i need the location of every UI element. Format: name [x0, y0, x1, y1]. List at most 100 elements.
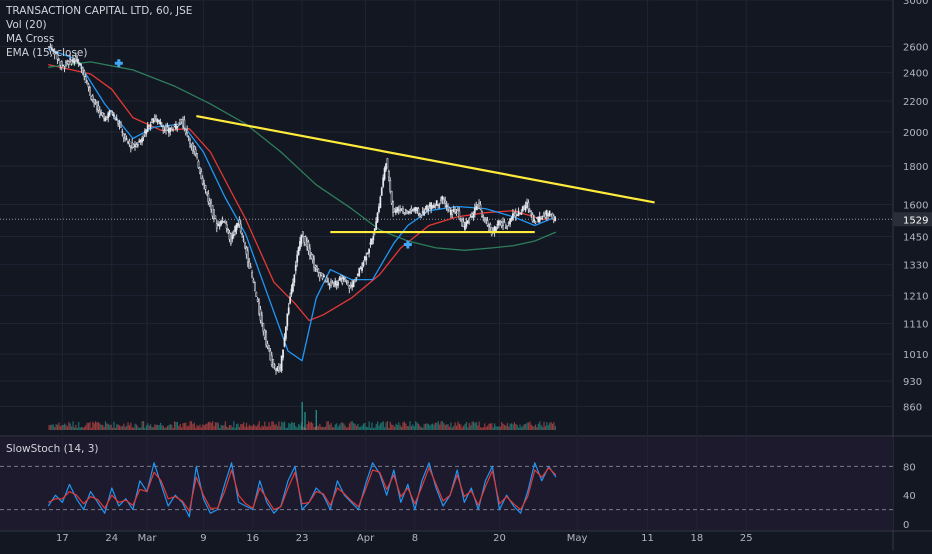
volume-bar — [433, 424, 435, 430]
candle-body — [403, 212, 406, 214]
candle-body — [183, 119, 186, 129]
volume-bar — [458, 423, 461, 430]
candle-body — [93, 98, 96, 104]
candle-body — [411, 209, 414, 211]
candle-body — [345, 279, 348, 282]
candle-body — [442, 198, 445, 204]
candle-body — [356, 273, 359, 276]
volume-bar — [124, 427, 126, 430]
volume-bar — [243, 422, 245, 430]
volume-bar — [138, 427, 140, 430]
volume-bar — [66, 426, 69, 430]
volume-bar — [434, 422, 437, 430]
volume-bar — [329, 424, 331, 430]
volume-bar — [176, 421, 179, 430]
candle-body — [224, 220, 227, 224]
volume-bar — [430, 424, 432, 430]
volume-bar — [461, 427, 463, 430]
candle-body — [334, 280, 337, 286]
candle-body — [52, 49, 55, 52]
stoch-title[interactable]: SlowStoch (14, 3) — [6, 443, 99, 455]
candle-body — [222, 221, 225, 223]
volume-bar — [202, 424, 204, 430]
candle-body — [318, 272, 321, 278]
candle-body — [466, 220, 469, 224]
legend: TRANSACTION CAPITAL LTD, 60, JSE Vol (20… — [6, 4, 192, 60]
candle-body — [475, 206, 478, 210]
candle-body — [531, 214, 534, 222]
volume-bar — [102, 424, 104, 430]
volume-bar — [131, 427, 133, 430]
candle-body — [523, 207, 526, 209]
indicator-ma-cross[interactable]: MA Cross — [6, 33, 55, 45]
candle-body — [290, 288, 293, 295]
candle-body — [485, 219, 488, 221]
candle-body — [503, 221, 506, 224]
volume-bar — [214, 422, 217, 430]
volume-bar — [274, 424, 276, 430]
candle-body — [497, 220, 500, 226]
volume-bar — [110, 424, 112, 430]
volume-bar — [175, 422, 177, 430]
volume-bar — [360, 426, 362, 430]
volume-bar — [384, 427, 386, 430]
volume-bar — [340, 422, 342, 430]
candle-body — [488, 226, 490, 231]
candle-body — [320, 272, 323, 276]
candle-body — [228, 232, 231, 240]
volume-bar — [220, 424, 222, 430]
trendlines[interactable] — [196, 114, 655, 234]
candle-body — [313, 258, 315, 269]
candle-body — [197, 160, 200, 169]
candle-body — [180, 119, 183, 122]
volume-bar — [527, 422, 530, 430]
candle-body — [217, 223, 220, 226]
candle-body — [118, 123, 121, 126]
volume-bar — [346, 427, 348, 430]
candle-body — [392, 201, 394, 213]
indicator-ema[interactable]: EMA (15, close) — [6, 47, 88, 59]
candle-body — [327, 280, 330, 283]
candle-body — [517, 210, 520, 216]
candle-body — [248, 261, 251, 269]
candle-body — [397, 209, 400, 211]
candle-body — [184, 129, 187, 134]
candle-body — [300, 234, 303, 245]
volume-bar — [381, 422, 383, 430]
candle-body — [194, 149, 197, 155]
candle-body — [430, 202, 433, 210]
candle-body — [380, 187, 383, 196]
candle-body — [218, 224, 221, 227]
indicator-volume[interactable]: Vol (20) — [6, 19, 47, 31]
candle-body — [462, 221, 465, 228]
volume-bar — [157, 424, 159, 430]
candle-body — [189, 138, 191, 144]
candle-body — [369, 242, 372, 245]
volume-bar — [76, 427, 78, 430]
candle-body — [158, 119, 160, 122]
candle-body — [251, 272, 253, 277]
symbol-title[interactable]: TRANSACTION CAPITAL LTD, 60, JSE — [6, 5, 193, 17]
candle-body — [101, 111, 104, 116]
candle-body — [220, 220, 222, 226]
volume-bar — [233, 421, 235, 430]
volume-bar — [403, 421, 406, 430]
volume-bar — [353, 423, 355, 430]
candle-body — [162, 126, 165, 131]
volume-bar — [130, 422, 132, 430]
candle-body — [272, 359, 275, 369]
volume-bar — [169, 423, 171, 430]
volume-bar — [379, 423, 382, 430]
candle-body — [527, 202, 530, 210]
volume-bar — [539, 421, 541, 430]
volume-bar — [245, 422, 248, 430]
candle-body — [534, 221, 537, 224]
candle-body — [72, 58, 74, 62]
time-tick-label: May — [567, 533, 588, 544]
volume-bar — [337, 426, 339, 430]
volume-bar — [554, 425, 556, 430]
volume-bar — [338, 424, 341, 430]
candle-body — [132, 144, 135, 148]
